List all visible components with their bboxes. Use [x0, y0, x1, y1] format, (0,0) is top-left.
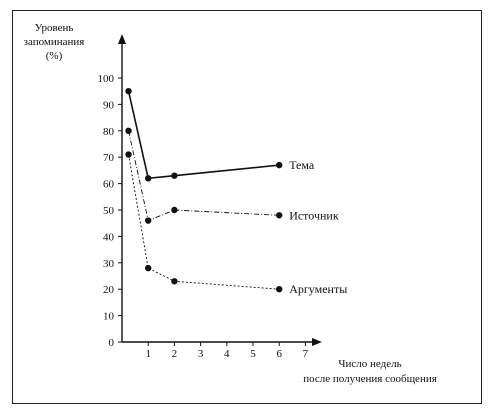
series-label: Тема: [289, 158, 315, 172]
axes: [118, 34, 322, 346]
data-point: [145, 264, 152, 272]
y-tick-label: 40: [103, 231, 115, 243]
series-line: [127, 91, 280, 180]
y-tick-label: 70: [103, 152, 115, 164]
series-label: Источник: [289, 208, 339, 222]
x-tick-label: 3: [198, 348, 204, 360]
y-ticks: 0 10 20 30 40 50 60 70 80 90 100: [98, 73, 122, 349]
data-point: [125, 127, 132, 134]
y-tick-label: 20: [103, 284, 115, 296]
data-point: [125, 88, 132, 95]
x-axis-label: Число недель после получения сообщения: [303, 358, 437, 385]
data-point: [145, 217, 152, 224]
y-tick-label: 0: [109, 337, 115, 349]
y-tick-label: 60: [103, 179, 115, 191]
y-tick-label: 100: [98, 73, 115, 85]
y-tick-label: 80: [103, 126, 115, 138]
y-tick-label: 90: [103, 99, 115, 111]
chart-frame: [12, 10, 482, 404]
x-tick-label: 5: [250, 348, 256, 360]
x-tick-label: 2: [172, 348, 178, 360]
x-tick-label: 1: [145, 348, 151, 360]
x-axis-arrow: [312, 338, 322, 346]
x-tick-label: 6: [276, 348, 282, 360]
y-axis-label: Уровень запоминания (%): [24, 22, 85, 62]
x-axis-label-line-1: Число недель: [338, 358, 401, 370]
y-axis-label-line-1: Уровень: [35, 22, 74, 34]
x-tick-label: 7: [303, 348, 309, 360]
y-axis-label-line-2: запоминания: [24, 36, 85, 48]
y-tick-label: 10: [103, 311, 115, 323]
series-label: Аргументы: [289, 282, 347, 296]
data-point: [171, 206, 178, 214]
x-ticks: 1 2 3 4 5 6 7: [145, 342, 309, 360]
data-point: [171, 278, 178, 285]
data-point: [145, 175, 152, 182]
data-point: [171, 172, 178, 179]
x-tick-label: 4: [224, 348, 230, 360]
data-point: [276, 286, 283, 293]
y-axis-arrow: [118, 34, 126, 44]
data-point: [125, 151, 132, 158]
series-line: [128, 154, 280, 290]
y-tick-label: 30: [103, 258, 115, 270]
y-axis-label-line-3: (%): [46, 50, 63, 62]
data-point: [276, 161, 283, 169]
y-tick-label: 50: [103, 205, 115, 217]
series-group: Тема Источник Аргументы: [125, 88, 347, 296]
series-line: [128, 130, 280, 222]
data-point: [276, 212, 283, 219]
x-axis-label-line-2: после получения сообщения: [303, 373, 437, 385]
